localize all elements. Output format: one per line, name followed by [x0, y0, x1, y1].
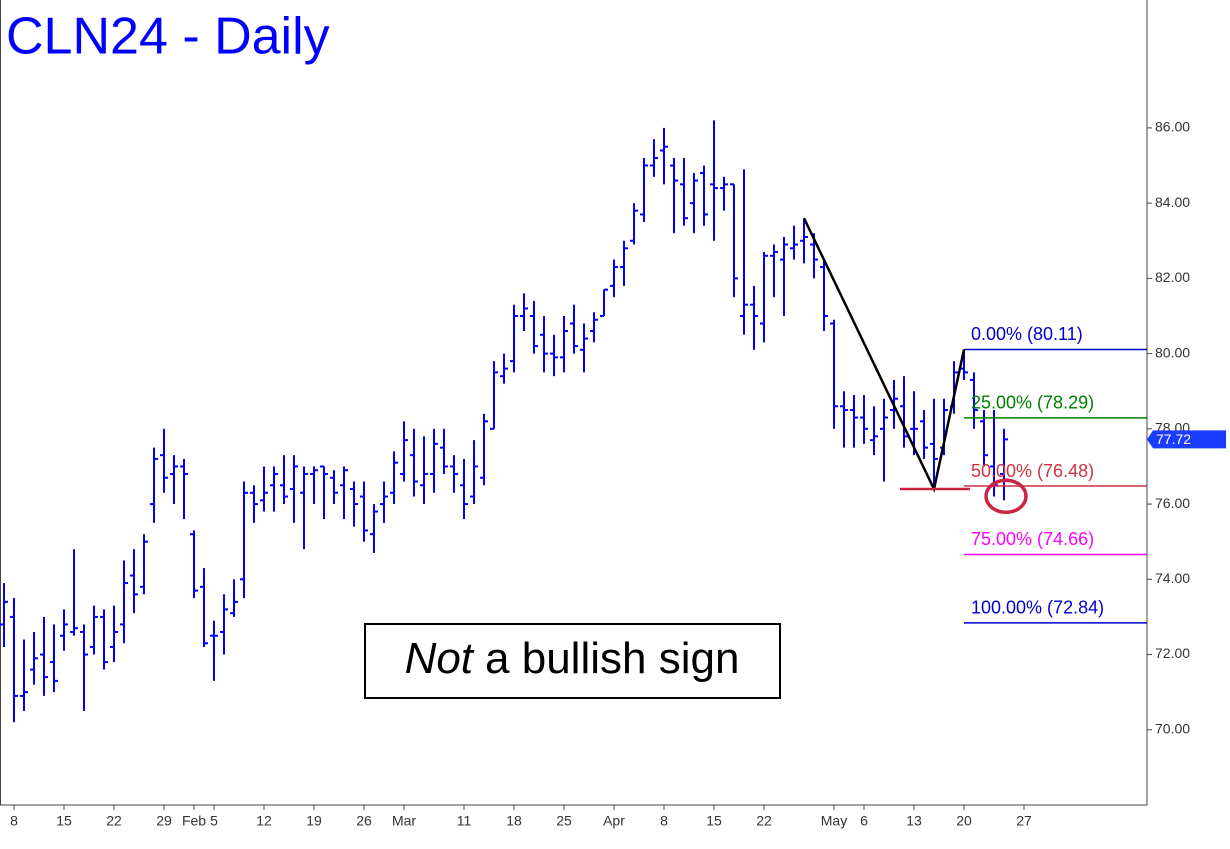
annotation-text: Not a bullish sign	[405, 634, 740, 683]
x-tick-label: Mar	[392, 813, 416, 829]
last-price-tag	[1147, 430, 1226, 449]
level-label: 75.00% (74.66)	[971, 529, 1094, 549]
x-tick-label: 29	[156, 813, 172, 829]
x-tick-label: 25	[556, 813, 572, 829]
x-tick-label: Feb	[182, 813, 206, 829]
y-tick-label: 84.00	[1155, 194, 1190, 210]
level-label: 0.00% (80.11)	[971, 324, 1083, 344]
y-tick-label: 70.00	[1155, 720, 1190, 736]
level-label: 50.00% (76.48)	[971, 461, 1094, 481]
x-tick-label: 27	[1016, 813, 1032, 829]
x-tick-label: 8	[660, 813, 668, 829]
axes	[0, 0, 1148, 806]
annotation-rest: a bullish sign	[485, 634, 739, 683]
x-tick-label: 11	[457, 813, 472, 829]
y-tick-label: 82.00	[1155, 269, 1190, 285]
x-tick-label: 20	[956, 813, 972, 829]
y-tick-label: 74.00	[1155, 570, 1190, 586]
x-tick-label: 15	[56, 813, 72, 829]
x-tick-label: 22	[106, 813, 122, 829]
highlight-circle	[984, 478, 1028, 515]
annotation-box	[364, 623, 781, 699]
y-tick-label: 76.00	[1155, 495, 1190, 511]
x-tick-label: May	[821, 813, 847, 829]
y-tick-label: 72.00	[1155, 645, 1190, 661]
x-tick-label: 12	[256, 813, 272, 829]
annotation-emphasis: Not	[405, 634, 475, 683]
x-tick-label: 13	[906, 813, 922, 829]
last-price-label: 77.72	[1156, 431, 1191, 447]
y-tick-label: 86.00	[1155, 119, 1190, 135]
y-tick-label: 80.00	[1155, 344, 1190, 360]
x-tick-label: 5	[210, 813, 218, 829]
level-label: 25.00% (78.29)	[971, 393, 1094, 413]
chart-title: CLN24 - Daily	[6, 8, 330, 66]
level-label: 100.00% (72.84)	[971, 598, 1104, 618]
x-tick-label: 8	[10, 813, 18, 829]
x-tick-label: 6	[860, 813, 868, 829]
x-tick-label: 18	[506, 813, 522, 829]
x-tick-label: 22	[756, 813, 772, 829]
x-tick-label: Apr	[603, 813, 625, 829]
x-tick-label: 15	[706, 813, 722, 829]
x-tick-label: 19	[306, 813, 322, 829]
x-tick-label: 26	[356, 813, 372, 829]
